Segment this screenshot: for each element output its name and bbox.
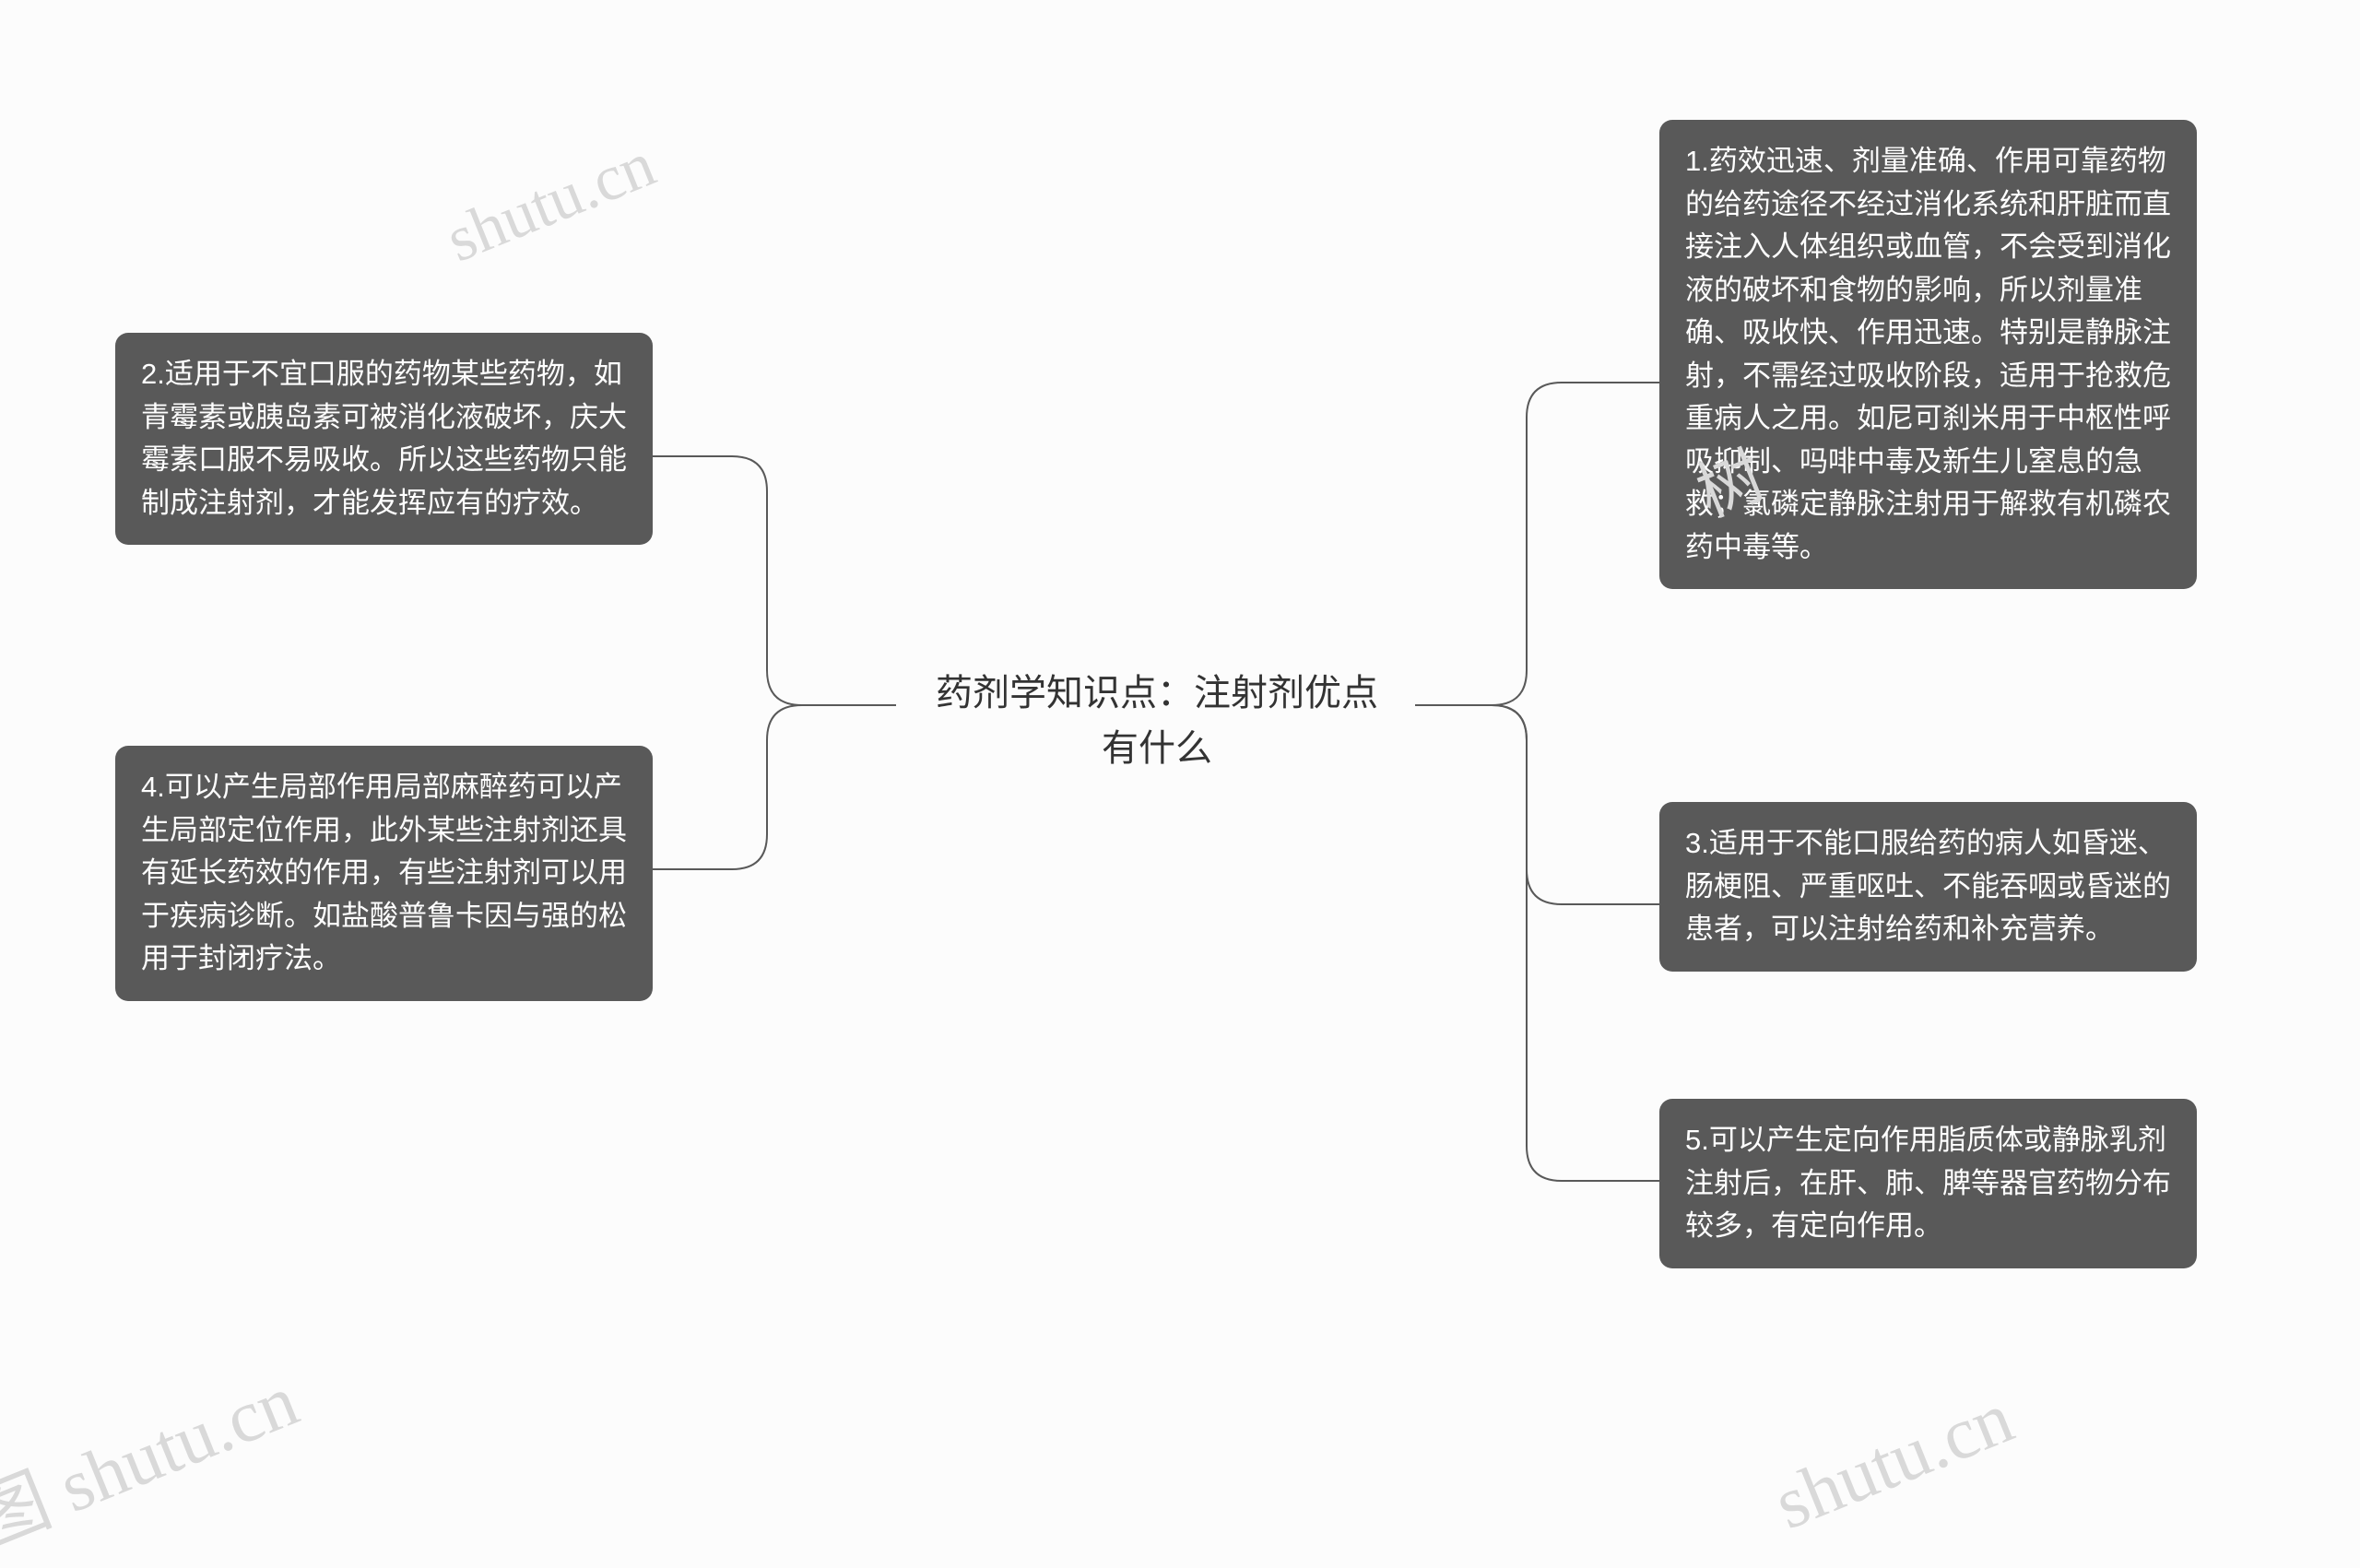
watermark: shutu.cn (1764, 1376, 2024, 1547)
watermark: 图 shutu.cn (0, 1341, 311, 1568)
node-1: 1.药效迅速、剂量准确、作用可靠药物的给药途径不经过消化系统和肝脏而直接注入人体… (1659, 120, 2197, 589)
node-3: 3.适用于不能口服给药的病人如昏迷、肠梗阻、严重呕吐、不能吞咽或昏迷的患者，可以… (1659, 802, 2197, 972)
center-topic: 药剂学知识点：注射剂优点有什么 (899, 645, 1415, 796)
watermark: shutu.cn (437, 128, 666, 277)
node-5: 5.可以产生定向作用脂质体或静脉乳剂注射后，在肝、肺、脾等器官药物分布较多，有定… (1659, 1099, 2197, 1268)
node-4: 4.可以产生局部作用局部麻醉药可以产生局部定位作用，此外某些注射剂还具有延长药效… (115, 746, 653, 1001)
node-2: 2.适用于不宜口服的药物某些药物，如青霉素或胰岛素可被消化液破坏，庆大霉素口服不… (115, 333, 653, 545)
mindmap-canvas: 药剂学知识点：注射剂优点有什么 2.适用于不宜口服的药物某些药物，如青霉素或胰岛… (0, 0, 2360, 1467)
